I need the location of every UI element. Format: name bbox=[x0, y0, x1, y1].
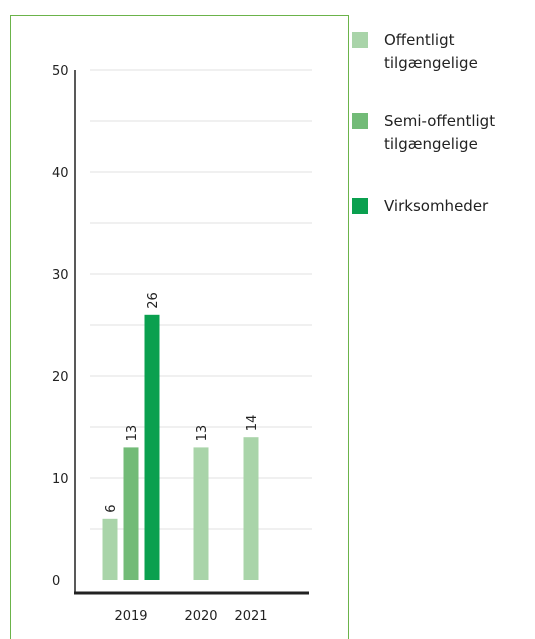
y-tick-label: 50 bbox=[52, 64, 69, 79]
bar bbox=[193, 447, 209, 580]
bar bbox=[102, 518, 118, 580]
x-tick-label: 2019 bbox=[114, 609, 147, 624]
value-label: 6 bbox=[104, 505, 119, 513]
legend-label: Semi-offentligt tilgængelige bbox=[384, 112, 500, 153]
bar bbox=[123, 447, 139, 580]
y-tick-label: 0 bbox=[52, 574, 60, 589]
x-tick-label: 2020 bbox=[184, 609, 217, 624]
x-tick-label: 2021 bbox=[234, 609, 267, 624]
y-tick-label: 20 bbox=[52, 370, 69, 385]
legend-swatch bbox=[352, 32, 368, 48]
y-tick-label: 40 bbox=[52, 166, 69, 181]
y-tick-label: 30 bbox=[52, 268, 69, 283]
bar bbox=[144, 314, 160, 580]
legend-label: Virksomheder bbox=[384, 197, 489, 215]
value-label: 13 bbox=[125, 425, 140, 442]
legend-label: Offentligt tilgængelige bbox=[384, 31, 478, 72]
value-label: 13 bbox=[195, 425, 210, 442]
value-label: 26 bbox=[146, 292, 161, 309]
y-tick-label: 10 bbox=[52, 472, 69, 487]
legend-swatch bbox=[352, 198, 368, 214]
legend-swatch bbox=[352, 113, 368, 129]
bar bbox=[243, 437, 259, 580]
chart-frame bbox=[10, 15, 349, 639]
value-label: 14 bbox=[245, 415, 260, 432]
